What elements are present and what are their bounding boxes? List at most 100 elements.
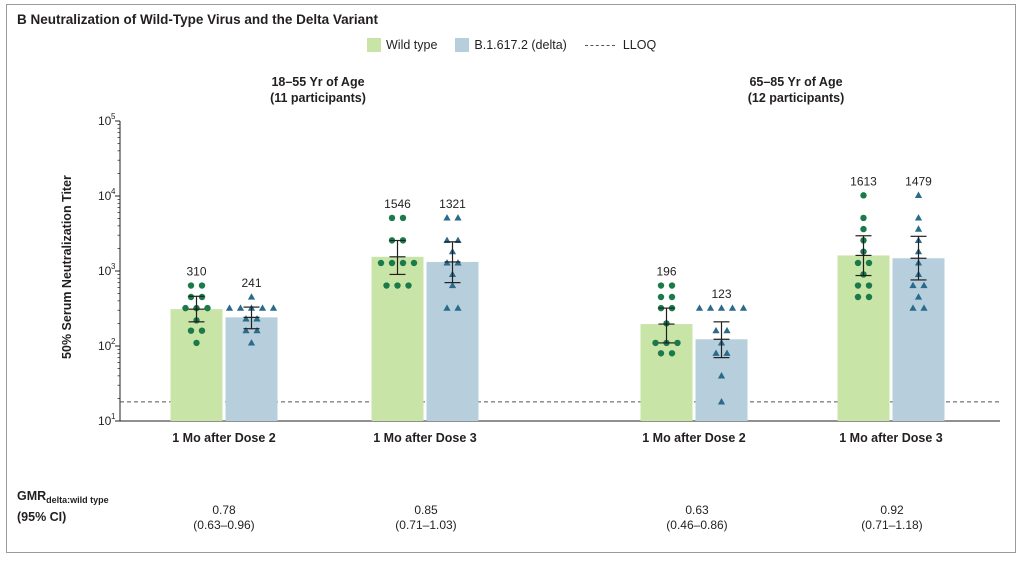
y-tick-exponent: 4	[111, 187, 116, 196]
y-tick-label: 10	[98, 189, 112, 203]
bar-value-label: 1613	[850, 174, 877, 188]
data-point-wild	[198, 282, 206, 289]
data-point-delta	[723, 349, 731, 356]
group-title-young: 18–55 Yr of Age (11 participants)	[218, 74, 418, 106]
legend-label-wild: Wild type	[386, 38, 438, 52]
data-point-delta	[448, 281, 457, 289]
gmr-cell: 0.92 (0.71–1.18)	[832, 503, 952, 533]
gmr-value: 0.85	[414, 503, 438, 517]
legend-swatch-wild	[367, 38, 381, 52]
data-point-delta	[712, 326, 720, 334]
data-point-delta	[247, 293, 256, 300]
figure-frame	[6, 4, 1016, 553]
y-tick-label: 10	[98, 339, 112, 353]
group-title-old-line2: (12 participants)	[747, 91, 845, 105]
data-point-delta	[258, 304, 267, 311]
bar-value-label: 123	[711, 287, 731, 301]
data-point-wild	[652, 339, 659, 347]
gmr-value: 0.92	[880, 503, 904, 517]
data-point-delta	[242, 315, 250, 322]
data-point-delta	[914, 225, 923, 232]
gmr-ci: (0.63–0.96)	[193, 518, 255, 532]
data-point-wild	[657, 350, 665, 357]
group-title-old: 65–85 Yr of Age (12 participants)	[696, 74, 896, 106]
data-point-wild	[410, 259, 418, 267]
legend-item-delta: B.1.617.2 (delta)	[455, 38, 567, 52]
x-tick-label: 1 Mo after Dose 2	[172, 431, 276, 445]
data-point-delta	[443, 214, 451, 221]
data-point-wild	[394, 282, 401, 289]
data-point-delta	[717, 304, 726, 311]
data-point-wild	[377, 259, 385, 267]
data-point-delta	[247, 339, 256, 346]
x-tick-label: 1 Mo after Dose 3	[839, 431, 943, 445]
data-point-delta	[269, 304, 278, 311]
legend-label-lloq: LLOQ	[622, 38, 657, 52]
x-tick-label: 1 Mo after Dose 3	[373, 431, 477, 445]
gmr-label-main: GMR	[17, 489, 47, 503]
bar-value-label: 310	[186, 265, 206, 279]
data-point-delta	[920, 281, 928, 289]
y-tick-exponent: 2	[111, 337, 116, 346]
data-point-wild	[187, 327, 195, 334]
data-point-delta	[253, 315, 261, 322]
data-point-wild	[399, 259, 407, 267]
data-point-wild	[405, 282, 412, 289]
bar-value-label: 241	[241, 276, 261, 290]
data-point-wild	[182, 304, 189, 312]
data-point-wild	[674, 339, 681, 347]
data-point-wild	[388, 214, 396, 222]
gmr-label-sub: delta:wild type	[46, 495, 109, 505]
bar-delta	[892, 258, 945, 421]
data-point-wild	[193, 339, 200, 347]
data-point-wild	[388, 259, 396, 267]
bar-value-label: 1546	[384, 197, 411, 211]
y-tick-label: 10	[98, 414, 112, 428]
y-tick-label: 10	[98, 114, 112, 128]
data-point-delta	[695, 304, 704, 311]
gmr-ci: (0.71–1.03)	[395, 518, 457, 532]
bar-delta	[225, 317, 278, 421]
legend-swatch-delta	[455, 38, 470, 52]
y-tick-exponent: 3	[111, 262, 116, 271]
data-point-delta	[914, 214, 923, 221]
data-point-wild	[854, 259, 862, 267]
bar-wild	[170, 309, 223, 421]
data-point-wild	[860, 225, 867, 233]
bar-value-label: 1321	[439, 197, 466, 211]
legend-item-lloq: LLOQ	[584, 38, 657, 52]
bar-delta	[426, 261, 479, 421]
data-point-delta	[454, 214, 462, 221]
gmr-value: 0.63	[685, 503, 709, 517]
data-point-wild	[187, 293, 195, 301]
bar-value-label: 196	[656, 265, 676, 279]
data-point-delta	[253, 326, 261, 334]
data-point-delta	[706, 304, 715, 311]
data-point-wild	[860, 214, 867, 222]
gmr-cell: 0.63 (0.46–0.86)	[637, 503, 757, 533]
data-point-wild	[657, 282, 665, 289]
bar-wild	[837, 255, 890, 421]
data-point-wild	[198, 293, 206, 301]
y-tick-label: 10	[98, 264, 112, 278]
data-point-delta	[914, 191, 923, 198]
group-title-old-line1: 65–85 Yr of Age	[749, 75, 843, 89]
gmr-row-label: GMRdelta:wild type (95% CI)	[17, 488, 109, 526]
gmr-label-ci: (95% CI)	[17, 510, 67, 524]
data-point-delta	[242, 326, 250, 334]
data-point-delta	[225, 304, 234, 311]
data-point-delta	[236, 304, 245, 311]
data-point-wild	[668, 282, 676, 289]
data-point-wild	[865, 259, 873, 267]
data-point-delta	[909, 281, 917, 289]
data-point-wild	[399, 214, 407, 222]
data-point-delta	[712, 349, 720, 356]
data-point-delta	[739, 304, 748, 311]
data-point-delta	[723, 326, 731, 334]
y-tick-exponent: 5	[111, 112, 116, 121]
data-point-delta	[728, 304, 737, 311]
data-point-delta	[920, 304, 928, 311]
data-point-delta	[909, 304, 917, 311]
data-point-wild	[204, 304, 211, 312]
